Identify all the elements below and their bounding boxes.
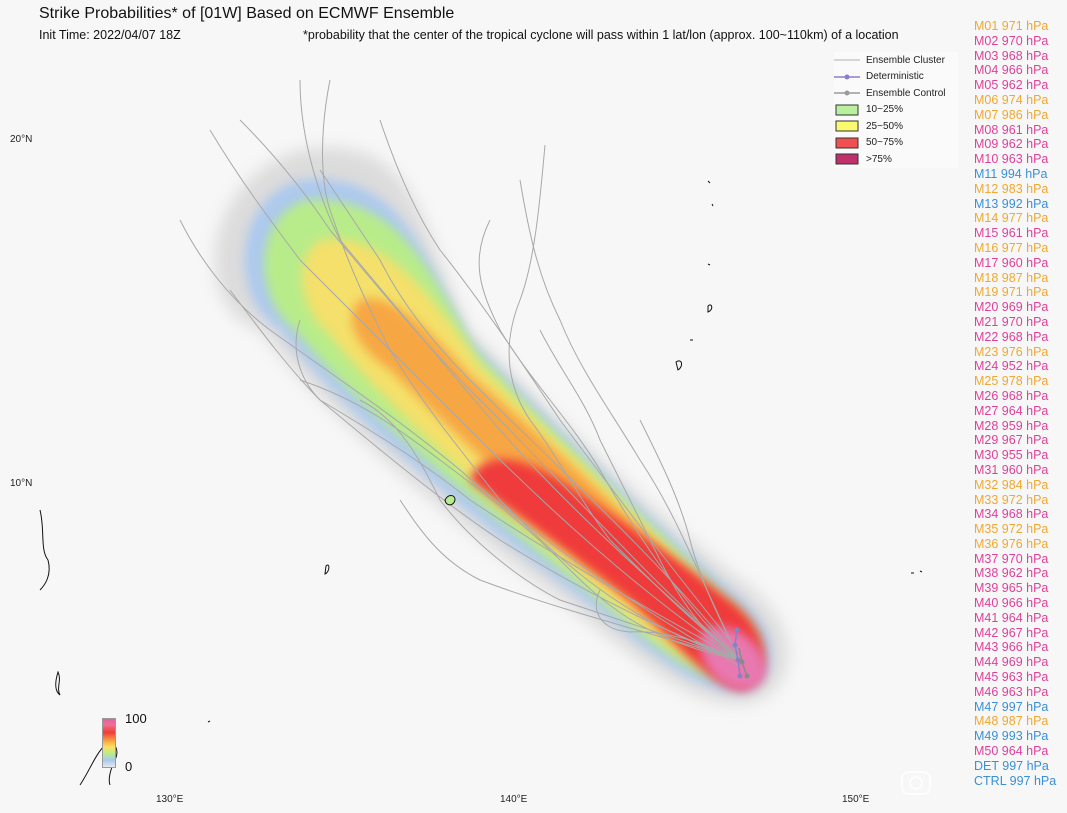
- member-pressure-item: M22 968 hPa: [974, 329, 1049, 344]
- probability-colorbar: [102, 718, 116, 768]
- member-pressure-item: M10 963 hPa: [974, 152, 1049, 167]
- legend-item-50-75: 50~75%: [834, 135, 958, 152]
- member-pressure-item: M16 977 hPa: [974, 240, 1049, 255]
- member-pressure-item: M42 967 hPa: [974, 625, 1049, 640]
- legend-item-ensemble-cluster: Ensemble Cluster: [834, 52, 958, 69]
- member-pressure-item: M17 960 hPa: [974, 255, 1049, 270]
- probability-note: *probability that the center of the trop…: [303, 28, 899, 42]
- legend-item-10-25: 10~25%: [834, 102, 958, 119]
- member-pressure-item: M03 968 hPa: [974, 48, 1049, 63]
- member-pressure-item: M49 993 hPa: [974, 729, 1049, 744]
- member-pressure-item: M14 977 hPa: [974, 211, 1049, 226]
- member-pressure-item: M43 966 hPa: [974, 640, 1049, 655]
- member-pressure-item: M18 987 hPa: [974, 270, 1049, 285]
- member-pressure-item: M06 974 hPa: [974, 92, 1049, 107]
- colorbar-min-label: 0: [125, 759, 133, 774]
- member-pressure-item: M12 983 hPa: [974, 181, 1049, 196]
- member-pressure-item: M45 963 hPa: [974, 670, 1049, 685]
- member-pressure-item: M47 997 hPa: [974, 699, 1049, 714]
- member-pressure-item: M04 966 hPa: [974, 63, 1049, 78]
- legend-label: >75%: [866, 153, 892, 165]
- legend-label: 25~50%: [866, 120, 903, 132]
- member-pressure-item: M39 965 hPa: [974, 581, 1049, 596]
- lat-label-20n: 20°N: [10, 134, 33, 145]
- member-pressure-item: M50 964 hPa: [974, 744, 1049, 759]
- member-pressure-item: M48 987 hPa: [974, 714, 1049, 729]
- deterministic-track: [732, 627, 743, 679]
- init-time: Init Time: 2022/04/07 18Z: [39, 28, 181, 42]
- legend-label: 10~25%: [866, 104, 903, 116]
- member-pressure-item: M31 960 hPa: [974, 462, 1049, 477]
- member-pressure-item: M19 971 hPa: [974, 285, 1049, 300]
- member-pressure-item: M25 978 hPa: [974, 374, 1049, 389]
- member-pressure-item: M11 994 hPa: [974, 166, 1048, 181]
- page-title: Strike Probabilities* of [01W] Based on …: [39, 5, 455, 22]
- ensemble-cluster-tracks: [179, 79, 743, 666]
- member-pressure-item: M02 970 hPa: [974, 33, 1049, 48]
- member-pressure-item: M33 972 hPa: [974, 492, 1049, 507]
- legend-line-swatch: [834, 54, 860, 66]
- member-pressure-item: CTRL 997 hPa: [974, 773, 1057, 788]
- lon-label-150e: 150°E: [842, 794, 870, 805]
- map-legend: Ensemble Cluster Deterministic Ensemble …: [834, 52, 958, 168]
- member-pressure-item: M21 970 hPa: [974, 314, 1049, 329]
- member-pressure-item: M07 986 hPa: [974, 107, 1049, 122]
- member-pressure-item: M05 962 hPa: [974, 78, 1049, 93]
- legend-item-ensemble-control: Ensemble Control: [834, 85, 958, 102]
- member-pressure-item: M44 969 hPa: [974, 655, 1049, 670]
- member-pressure-item: M35 972 hPa: [974, 522, 1049, 537]
- member-pressure-item: M23 976 hPa: [974, 344, 1049, 359]
- member-pressure-item: M34 968 hPa: [974, 507, 1049, 522]
- legend-label: Ensemble Control: [866, 87, 946, 99]
- member-pressure-list: M01 971 hPa M02 970 hPa M03 968 hPa M04 966…: [974, 19, 1056, 788]
- member-pressure-item: DET 997 hPa: [974, 758, 1049, 773]
- colorbar-max-label: 100: [125, 711, 147, 726]
- member-pressure-item: M36 976 hPa: [974, 536, 1049, 551]
- camera-watermark-icon: [900, 768, 934, 804]
- legend-label: Deterministic: [866, 71, 924, 83]
- legend-dotline-swatch: [834, 87, 860, 99]
- legend-box-swatch: [834, 153, 860, 165]
- member-pressure-item: M15 961 hPa: [974, 226, 1049, 241]
- member-pressure-item: M37 970 hPa: [974, 551, 1049, 566]
- lon-label-140e: 140°E: [500, 794, 528, 805]
- legend-label: Ensemble Cluster: [866, 54, 945, 66]
- member-pressure-item: M40 966 hPa: [974, 596, 1049, 611]
- lat-label-10n: 10°N: [10, 478, 33, 489]
- legend-label: 50~75%: [866, 137, 903, 149]
- member-pressure-item: M30 955 hPa: [974, 448, 1049, 463]
- probability-swath: [214, 147, 788, 704]
- legend-box-swatch: [834, 104, 860, 116]
- member-pressure-item: M01 971 hPa: [974, 19, 1049, 33]
- member-pressure-item: M27 964 hPa: [974, 403, 1049, 418]
- legend-item-deterministic: Deterministic: [834, 69, 958, 86]
- member-pressure-item: M20 969 hPa: [974, 300, 1049, 315]
- member-pressure-item: M41 964 hPa: [974, 610, 1049, 625]
- member-pressure-item: M08 961 hPa: [974, 122, 1049, 137]
- member-pressure-item: M09 962 hPa: [974, 137, 1049, 152]
- lon-label-130e: 130°E: [156, 794, 184, 805]
- member-pressure-item: M29 967 hPa: [974, 433, 1049, 448]
- member-pressure-item: M28 959 hPa: [974, 418, 1049, 433]
- member-pressure-item: M32 984 hPa: [974, 477, 1049, 492]
- legend-box-swatch: [834, 137, 860, 149]
- member-pressure-item: M46 963 hPa: [974, 684, 1049, 699]
- legend-item-25-50: 25~50%: [834, 118, 958, 135]
- member-pressure-item: M38 962 hPa: [974, 566, 1049, 581]
- legend-dotline-swatch: [834, 71, 860, 83]
- member-pressure-item: M24 952 hPa: [974, 359, 1049, 374]
- ensemble-control-track: [738, 647, 750, 679]
- legend-box-swatch: [834, 120, 860, 132]
- legend-item-over-75: >75%: [834, 151, 958, 168]
- member-pressure-item: M13 992 hPa: [974, 196, 1049, 211]
- member-pressure-item: M26 968 hPa: [974, 388, 1049, 403]
